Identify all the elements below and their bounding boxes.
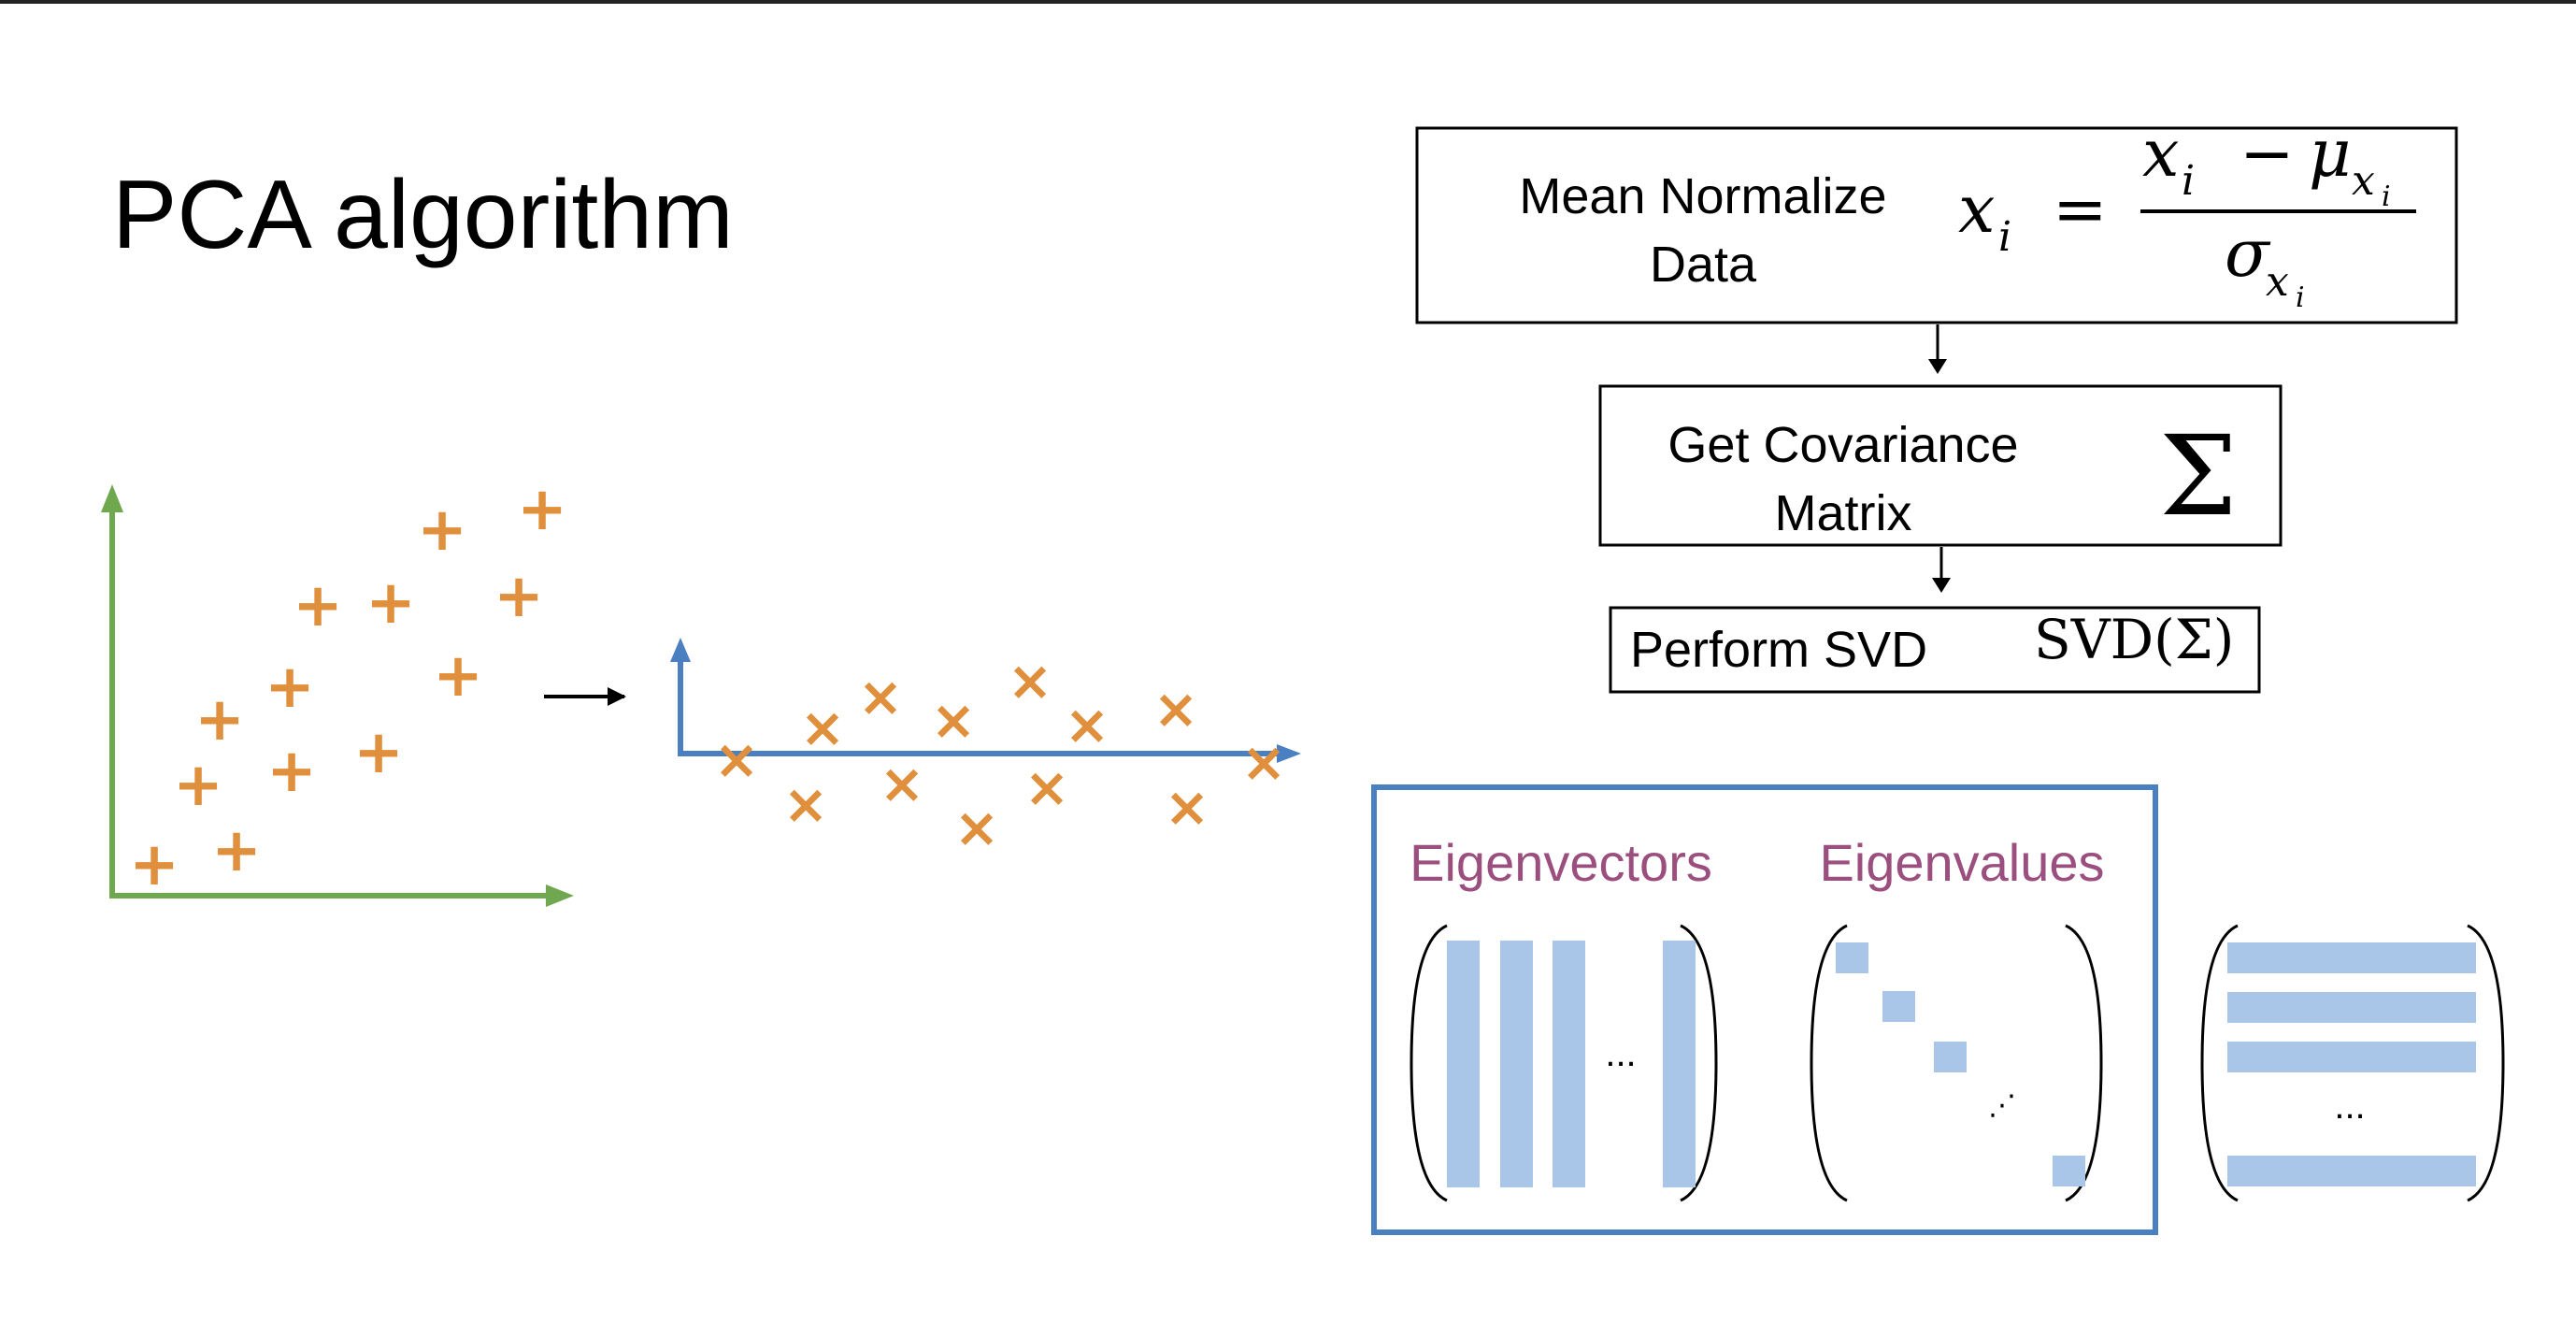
svd-output-box: Eigenvectors Eigenvalues: [1371, 784, 2158, 1235]
eigenvalues-label: Eigenvalues: [1819, 833, 2104, 892]
covariance-sigma-symbol: Σ: [2159, 411, 2237, 540]
matrix-left-paren: [1810, 924, 1848, 1202]
output-box-border: [1371, 784, 2158, 1235]
cross-marker: ×: [954, 796, 1000, 859]
formula-mu: μ: [2309, 115, 2352, 192]
formula-mu-sub-x: x: [2352, 157, 2375, 205]
eigenvectors-matrix: ...: [1410, 924, 1718, 1202]
plus-marker: +: [129, 830, 179, 899]
formula-minus: −: [2240, 115, 2295, 192]
step-mean-normalize: Mean Normalize Data x i = x i − μ x i σ …: [1415, 115, 2458, 324]
cross-marker: ×: [800, 696, 846, 759]
slide-title: PCA algorithm: [112, 161, 734, 269]
formula-equals: =: [2053, 171, 2108, 248]
y-axis-short-arrowhead: [670, 638, 691, 662]
step-box: [1415, 126, 2458, 324]
step-label: Perform SVD: [1630, 622, 1927, 678]
y-axis-arrowhead: [101, 484, 123, 512]
eigenvalue-cell: [1836, 942, 1868, 973]
plus-marker: +: [353, 718, 404, 787]
eigenvector-column: [1553, 941, 1585, 1187]
formula-num-sub: i: [2182, 157, 2195, 205]
projection-axis-arrowhead: [1277, 744, 1301, 763]
diagonal-ellipsis: ⋰: [1988, 1090, 2016, 1121]
eigenvector-column: [1663, 941, 1696, 1187]
eigenvalues-matrix: ⋰: [1810, 924, 2103, 1202]
original-data-plot: + ++++ +++ +++++: [101, 475, 574, 907]
plus-marker: +: [266, 737, 317, 806]
formula-lhs-sub: i: [1998, 213, 2011, 261]
formula-sigma-sub-x: x: [2266, 258, 2289, 306]
cross-marker: ×: [880, 752, 925, 815]
formula-mu-sub-i: i: [2382, 180, 2391, 213]
step-box: [1598, 384, 2283, 547]
cross-marker: ×: [1153, 677, 1199, 740]
top-border: [0, 0, 2576, 4]
step-label-line2: Data: [1650, 237, 1757, 293]
eigenvectors-label: Eigenvectors: [1410, 833, 1712, 892]
arrow-down-icon: [1932, 547, 1951, 593]
cross-marker: ×: [1241, 730, 1287, 794]
plus-marker: +: [194, 685, 245, 755]
formula-lhs-x: x: [1958, 171, 1995, 248]
matrix-row: [2227, 1156, 2476, 1186]
plus-marker: +: [365, 568, 416, 638]
step-perform-svd: Perform SVD SVD(Σ): [1609, 606, 2261, 694]
step-label-line2: Matrix: [1775, 485, 1912, 541]
cross-marker: ×: [1065, 693, 1110, 756]
svd-formula: SVD(Σ): [2034, 608, 2234, 671]
row-matrix: ...: [2200, 924, 2505, 1202]
plus-marker: +: [265, 653, 315, 722]
cross-marker: ×: [1008, 649, 1053, 712]
plus-marker: +: [494, 562, 544, 631]
matrix-right-paren: [1680, 924, 1718, 1202]
cross-marker: ×: [783, 772, 829, 836]
formula-sigma: σ: [2225, 215, 2271, 292]
projected-data-plot: ××× ××××××× ×××: [670, 638, 1301, 859]
row-ellipsis: ...: [2334, 1085, 2365, 1127]
eigenvector-column: [1447, 941, 1480, 1187]
plus-marker: +: [293, 571, 343, 640]
matrix-left-paren: [1410, 924, 1448, 1202]
step-covariance: Get Covariance Matrix Σ: [1598, 384, 2283, 547]
eigenvector-column: [1500, 941, 1533, 1187]
cross-marker: ×: [1165, 775, 1210, 839]
eigenvalue-cell: [2053, 1156, 2085, 1186]
normalization-formula: x i = x i − μ x i σ x i: [1958, 115, 2416, 314]
cross-marker: ×: [858, 665, 904, 728]
plus-marker: +: [211, 816, 262, 885]
plus-marker: +: [173, 751, 223, 820]
step-box: [1609, 606, 2261, 694]
cross-markers: ××× ××××××× ×××: [714, 649, 1287, 859]
cross-marker: ×: [1024, 755, 1070, 819]
arrow-down-icon: [1928, 324, 1947, 374]
step-label-line1: Get Covariance: [1667, 417, 2018, 473]
formula-sigma-sub-i: i: [2296, 281, 2305, 314]
matrix-row: [2227, 1042, 2476, 1072]
cross-marker: ×: [714, 727, 760, 791]
eigenvalue-cell: [1934, 1042, 1967, 1072]
matrix-left-paren: [2200, 924, 2239, 1202]
matrix-right-paren: [2467, 924, 2505, 1202]
matrix-row: [2227, 942, 2476, 973]
plus-marker: +: [417, 496, 467, 565]
plus-markers: + ++++ +++ +++++: [129, 475, 567, 899]
eigenvalue-cell: [1882, 991, 1915, 1022]
plus-marker: +: [433, 641, 483, 711]
formula-num-x: x: [2142, 115, 2179, 192]
plus-marker: +: [517, 475, 567, 544]
x-axis-arrowhead: [546, 884, 574, 907]
cross-marker: ×: [931, 688, 977, 752]
step-label-line1: Mean Normalize: [1519, 168, 1886, 224]
column-ellipsis: ...: [1605, 1033, 1636, 1074]
matrix-row: [2227, 992, 2476, 1023]
